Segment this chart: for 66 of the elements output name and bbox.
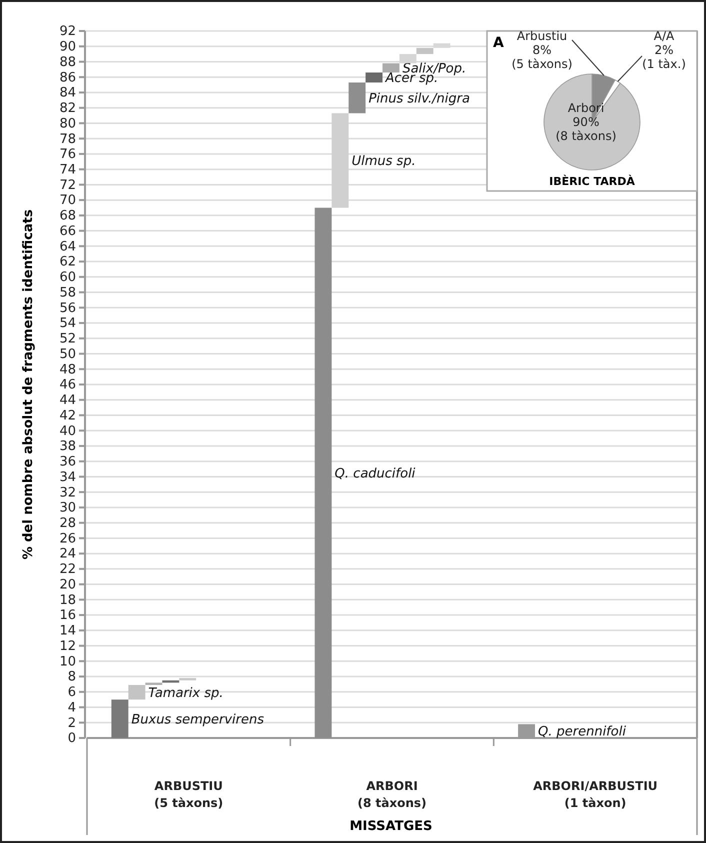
y-tick-label: 54 — [59, 316, 76, 332]
series-label: Ulmus sp. — [352, 154, 416, 170]
slice-label: Arbustiu — [516, 29, 568, 43]
y-tick-label: 42 — [59, 408, 76, 424]
y-tick-label: 64 — [59, 239, 76, 254]
x-tick-label: ARBORI/ARBUSTIU (1 tàxon) — [533, 779, 658, 810]
y-tick-label: 2 — [68, 716, 76, 731]
y-tick-label: 84 — [59, 86, 76, 101]
y-tick-label: 12 — [59, 638, 76, 654]
y-tick-label: 46 — [59, 378, 76, 393]
y-tick-label: 82 — [59, 101, 76, 116]
y-tick-label: 20 — [59, 577, 76, 592]
y-tick-label: 56 — [59, 300, 76, 316]
y-tick-label: 32 — [59, 485, 76, 500]
y-tick-label: 66 — [59, 224, 76, 239]
y-tick-label: 16 — [59, 608, 76, 624]
y-tick-label: 18 — [59, 592, 76, 608]
y-tick-label: 76 — [59, 147, 76, 162]
y-tick-label: 80 — [59, 116, 76, 132]
y-tick-label: 48 — [59, 362, 76, 378]
y-tick-label: 78 — [59, 132, 76, 147]
y-tick-label: 90 — [59, 40, 76, 55]
y-tick-label: 40 — [59, 424, 76, 439]
y-tick-label: 10 — [59, 654, 76, 670]
y-tick-label: 4 — [68, 700, 76, 716]
x-tick-label: ARBUSTIU (5 tàxons) — [154, 779, 224, 810]
data-label: 8% (5 tàxons) — [512, 43, 572, 71]
y-tick-label: 50 — [59, 346, 76, 362]
y-tick-label: 8 — [68, 670, 76, 685]
y-tick-label: 44 — [59, 393, 76, 408]
y-tick-label: 0 — [68, 731, 76, 746]
y-tick-label: 88 — [59, 54, 76, 70]
data-label: 90% (8 tàxons) — [556, 115, 616, 143]
y-tick-label: 60 — [59, 270, 76, 286]
y-tick-label: 6 — [68, 685, 76, 700]
series-label: Buxus sempervirens — [131, 712, 264, 728]
y-tick-label: 36 — [59, 454, 76, 470]
y-tick-label: 58 — [59, 285, 76, 300]
series-label: Pinus silv./nigra — [368, 91, 470, 106]
y-tick-label: 34 — [59, 470, 76, 485]
x-tick-label: ARBORI (8 tàxons) — [358, 779, 426, 810]
y-tick-label: 14 — [59, 624, 76, 639]
y-tick-label: 92 — [59, 24, 76, 40]
y-tick-label: 68 — [59, 208, 76, 224]
y-tick-label: 26 — [59, 531, 76, 546]
slice-label: Arbori — [568, 101, 604, 115]
y-tick-label: 70 — [59, 193, 76, 208]
annotation: A — [493, 35, 504, 51]
y-axis-title: % del nombre absolut de fragments identificats — [21, 209, 36, 560]
data-label: 2% (1 tàx.) — [642, 43, 686, 71]
y-tick-label: 86 — [59, 70, 76, 86]
y-tick-label: 24 — [59, 546, 76, 562]
slice-label: A/A — [654, 29, 676, 43]
x-axis-title: MISSATGES — [350, 819, 432, 834]
y-tick-label: 30 — [59, 500, 76, 516]
y-tick-label: 62 — [59, 254, 76, 270]
series-label: Q. caducifoli — [334, 466, 416, 482]
series-label: Q. perennifoli — [538, 724, 626, 740]
series-label: Tamarix sp. — [148, 686, 224, 701]
y-tick-label: 74 — [59, 162, 76, 178]
y-tick-label: 38 — [59, 439, 76, 454]
y-tick-label: 72 — [59, 178, 76, 193]
y-tick-label: 28 — [59, 516, 76, 531]
y-tick-label: 22 — [59, 562, 76, 578]
text: IBÈRIC TARDÀ — [549, 174, 636, 188]
y-tick-label: 52 — [59, 332, 76, 347]
